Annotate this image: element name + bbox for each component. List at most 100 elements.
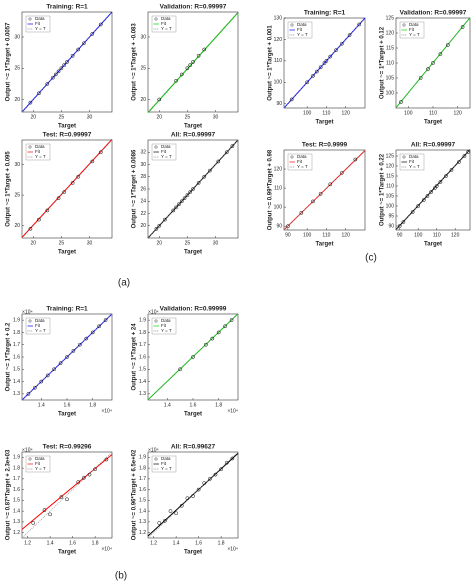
data-point	[58, 361, 63, 365]
legend	[399, 153, 425, 171]
data-point	[174, 511, 178, 516]
data-point	[318, 65, 323, 70]
data-point	[171, 208, 176, 213]
subplot: Training: R=1 Target Output ~= 1*Target + …	[6, 4, 113, 130]
legend-marker	[28, 457, 32, 461]
y-tick-label: 1.3	[13, 391, 20, 397]
x-exponent: ×10⁴	[227, 546, 238, 552]
x-tick-label: 1.2	[150, 540, 157, 546]
y-tick-label: 100	[274, 80, 283, 86]
y-tick-label: 1.8	[13, 465, 20, 471]
data-point	[157, 97, 162, 102]
y-tick-label: 125	[386, 15, 395, 21]
data-point	[445, 43, 450, 47]
y-tick-label: 1.8	[13, 330, 20, 336]
x-tick-label: 1.8	[218, 540, 225, 546]
data-point	[286, 224, 290, 229]
y-tick-label: 1.8	[139, 465, 146, 471]
legend-label: Data	[35, 16, 45, 21]
x-tick-label: 110	[429, 110, 437, 116]
x-axis-label: Target	[58, 550, 76, 556]
legend-label: Y = T	[161, 466, 172, 471]
identity-line	[283, 149, 366, 231]
subplot: Validation: R=0.99997 Target Output ~= 1*T…	[132, 4, 239, 130]
legend-marker	[402, 23, 406, 27]
data-point	[444, 174, 448, 178]
data-point	[37, 217, 41, 222]
data-point	[90, 330, 95, 335]
x-tick-label: 100	[303, 110, 312, 116]
data-point	[157, 521, 162, 525]
y-tick-label: 120	[274, 166, 283, 172]
legend-label: Fit	[297, 159, 303, 164]
data-point	[188, 190, 193, 194]
figure-label: (a)	[118, 278, 130, 289]
data-point	[163, 217, 167, 222]
legend-label: Data	[35, 318, 45, 323]
legend-label: Fit	[297, 27, 303, 32]
x-exponent: ×10⁴	[101, 408, 112, 414]
y-tick-label: 120	[386, 30, 395, 36]
data-point	[191, 60, 195, 64]
y-tick-label: 1.9	[139, 317, 146, 323]
figure-label: (b)	[115, 571, 127, 582]
x-axis-label: Target	[58, 412, 76, 418]
y-tick-label: 1.9	[13, 317, 20, 323]
y-tick-label: 1.6	[13, 354, 20, 360]
y-tick-label: 28	[140, 174, 146, 180]
x-axis-label: Target	[184, 124, 202, 130]
data-point	[438, 180, 443, 184]
data-point	[418, 76, 423, 80]
data-point	[204, 342, 208, 347]
subplot: Test: R=0.99997 Target Output ~= 1*Target …	[6, 132, 113, 256]
fit-line	[283, 150, 366, 231]
x-tick-label: 120	[342, 110, 351, 116]
legend-label: Y = T	[297, 164, 308, 169]
data-point	[191, 355, 195, 359]
x-tick-label: 30	[87, 114, 93, 120]
legend	[25, 143, 51, 161]
identity-line	[147, 451, 239, 539]
x-tick-label: 1.2	[24, 540, 31, 546]
x-axis-label: Target	[184, 250, 202, 256]
legend-label: Y = T	[161, 154, 172, 159]
y-tick-label: 32	[140, 150, 146, 156]
subplot-title: Training: R=1	[46, 4, 88, 11]
y-axis-label: Output ~= 1*Target + 0.2	[6, 322, 12, 391]
x-tick-label: 25	[59, 240, 65, 246]
legend-label: Y = T	[297, 32, 308, 37]
subplot-title: Validation: R=0.99997	[400, 10, 467, 17]
data-point	[51, 75, 55, 80]
x-tick-label: 1.4	[173, 540, 180, 546]
data-point	[59, 66, 64, 71]
legend-label: Data	[35, 456, 45, 461]
y-tick-label: 1.5	[139, 498, 146, 504]
y-exponent: ×10⁴	[148, 309, 159, 315]
x-tick-label: 100	[414, 232, 423, 238]
fit-line	[147, 12, 239, 113]
y-tick-label: 90	[276, 224, 282, 230]
data-point	[208, 168, 212, 173]
y-tick-label: 130	[274, 15, 283, 21]
y-tick-label: 110	[386, 60, 394, 66]
subplot: Test: R=0.99296 Target Output ~= 0.87*Targ…	[6, 444, 113, 556]
legend-label: Y = T	[161, 328, 172, 333]
y-tick-label: 25	[14, 192, 20, 198]
legend-label: Fit	[409, 27, 415, 32]
data-point	[26, 392, 31, 396]
x-exponent: ×10⁴	[101, 546, 112, 552]
data-point	[397, 224, 402, 228]
x-axis-label: Target	[316, 120, 334, 126]
y-axis-label: Output ~= 1*Target + 0.12	[380, 26, 386, 99]
legend	[399, 21, 425, 39]
y-tick-label: 25	[14, 66, 20, 72]
subplot-title: Test: R=0.99997	[43, 132, 92, 139]
subplot-title: Training: R=1	[46, 306, 88, 313]
legend-marker	[402, 155, 406, 159]
data-point	[433, 186, 437, 190]
data-point	[431, 61, 435, 65]
legend-label: Fit	[35, 461, 41, 466]
data-point	[62, 63, 67, 67]
x-tick-label: 30	[213, 114, 219, 120]
data-point	[82, 41, 86, 46]
